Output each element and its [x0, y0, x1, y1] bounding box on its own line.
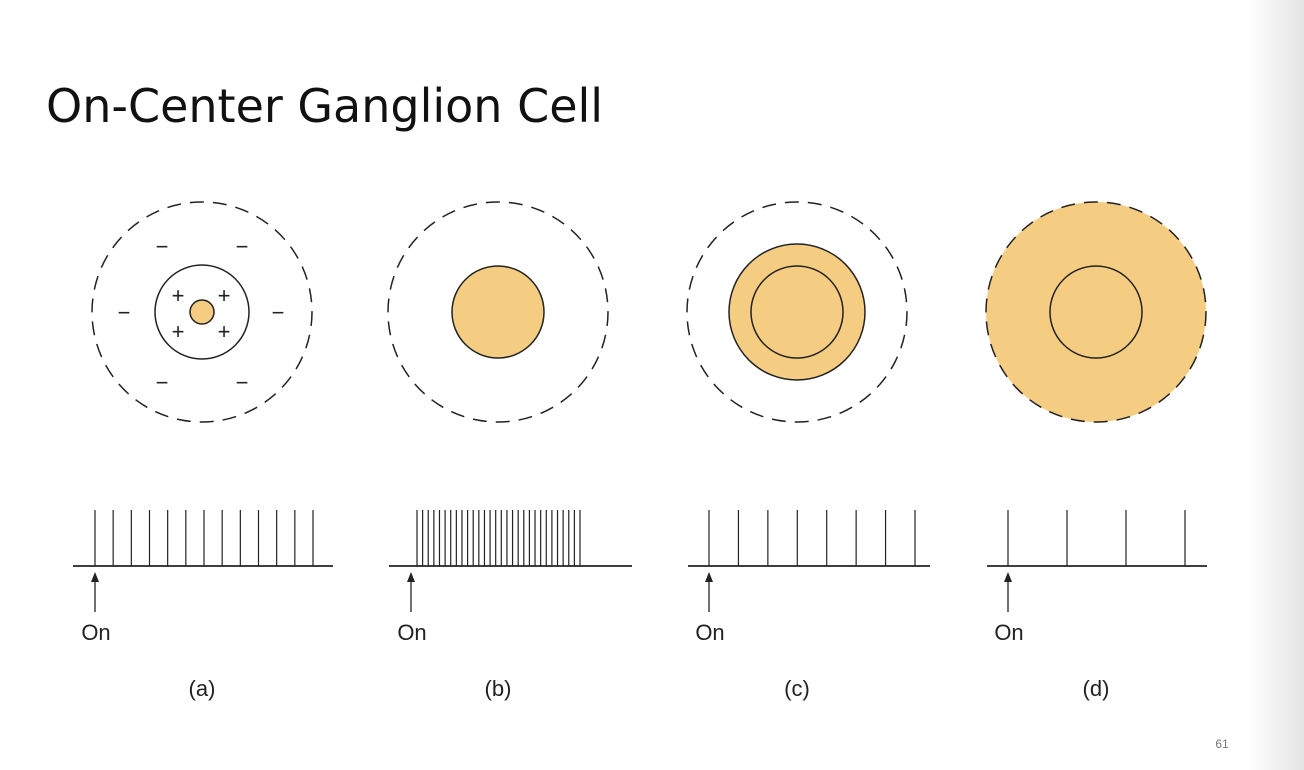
stimulus-label: On — [81, 620, 110, 645]
arrow-head — [1004, 572, 1012, 582]
panel-caption: (d) — [1083, 676, 1110, 701]
surround-boundary — [985, 201, 1207, 423]
minus-sign: − — [236, 370, 249, 395]
plus-sign: + — [218, 319, 231, 344]
panel-caption: (b) — [485, 676, 512, 701]
arrow-head — [705, 572, 713, 582]
center-boundary — [750, 265, 844, 359]
panel-caption: (a) — [189, 676, 216, 701]
plus-sign: + — [172, 319, 185, 344]
minus-sign: − — [272, 300, 285, 325]
stimulus-label: On — [695, 620, 724, 645]
minus-sign: − — [236, 234, 249, 259]
minus-sign: − — [156, 370, 169, 395]
plus-sign: + — [172, 283, 185, 308]
stimulus-disc — [728, 243, 866, 381]
stimulus-label: On — [397, 620, 426, 645]
arrow-head — [407, 572, 415, 582]
arrow-head — [91, 572, 99, 582]
stimulus-label: On — [994, 620, 1023, 645]
plus-sign: + — [218, 283, 231, 308]
minus-sign: − — [156, 234, 169, 259]
surround-boundary — [686, 201, 908, 423]
slide-edge — [1248, 0, 1304, 770]
surround-boundary — [387, 201, 609, 423]
center-boundary — [1049, 265, 1143, 359]
page-number: 61 — [1215, 737, 1229, 751]
surround-boundary — [91, 201, 313, 423]
stimulus-disc — [986, 202, 1206, 422]
panels: + ++ +− −− −− −On(a)On(b)On(c)On(d) — [73, 201, 1207, 701]
stimulus-spot — [189, 299, 215, 325]
stimulus-spot — [451, 265, 545, 359]
center-boundary — [154, 264, 250, 360]
minus-sign: − — [118, 300, 131, 325]
panel-caption: (c) — [784, 676, 810, 701]
slide-title: On-Center Ganglion Cell — [46, 79, 603, 133]
